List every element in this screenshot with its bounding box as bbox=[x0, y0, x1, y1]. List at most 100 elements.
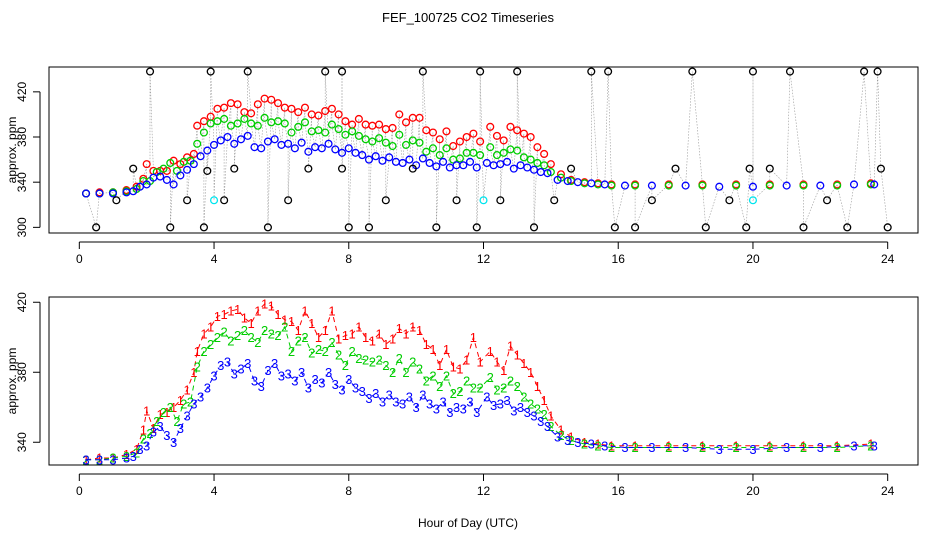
data-point bbox=[108, 189, 118, 198]
data-point bbox=[142, 180, 151, 189]
data-point bbox=[435, 135, 444, 144]
data-point-symbol: 2 bbox=[402, 365, 409, 380]
data-point-symbol: 1 bbox=[867, 437, 874, 452]
data-point bbox=[449, 141, 458, 151]
data-point bbox=[92, 223, 101, 232]
x-tick-label: 12 bbox=[477, 252, 491, 266]
data-point-symbol: 1 bbox=[355, 319, 362, 334]
data-point-symbol: 2 bbox=[527, 396, 534, 411]
data-point-symbol: 2 bbox=[520, 389, 527, 404]
data-point bbox=[499, 148, 508, 157]
y-axis-label: approx. ppm bbox=[5, 348, 19, 415]
data-point bbox=[193, 121, 202, 130]
x-tick-label: 16 bbox=[612, 252, 626, 266]
data-point-symbol: 3 bbox=[291, 374, 298, 389]
data-point bbox=[748, 196, 758, 205]
data-point bbox=[321, 67, 330, 76]
data-point bbox=[381, 196, 390, 205]
data-point-symbol: 2 bbox=[315, 342, 322, 357]
data-point-symbol: 3 bbox=[82, 452, 89, 467]
data-point-symbol: 3 bbox=[244, 356, 251, 371]
data-point-symbol: 3 bbox=[554, 430, 561, 445]
data-point-symbol: 1 bbox=[423, 337, 430, 352]
data-point-symbol: 1 bbox=[557, 423, 564, 438]
data-point-symbol: 3 bbox=[783, 440, 790, 455]
data-point bbox=[533, 143, 542, 152]
y-tick-label: 380 bbox=[15, 127, 29, 147]
data-point-symbol: 1 bbox=[288, 314, 295, 329]
data-point bbox=[748, 67, 758, 76]
x-tick-label: 8 bbox=[345, 484, 352, 498]
data-point bbox=[550, 196, 559, 205]
data-point bbox=[782, 181, 791, 190]
data-point-symbol: 3 bbox=[157, 419, 164, 434]
data-point-symbol: 2 bbox=[82, 452, 89, 467]
data-point-symbol: 2 bbox=[867, 438, 874, 453]
data-point bbox=[540, 149, 549, 159]
data-point bbox=[732, 181, 741, 190]
data-point-symbol: 3 bbox=[183, 409, 190, 424]
data-point-symbol: 3 bbox=[524, 405, 531, 420]
data-point bbox=[203, 146, 212, 155]
data-point-symbol: 2 bbox=[423, 374, 430, 389]
data-point-symbol: 2 bbox=[241, 323, 248, 338]
data-point-symbol: 1 bbox=[254, 304, 261, 319]
data-point-symbol: 1 bbox=[463, 353, 470, 368]
data-point bbox=[243, 131, 252, 140]
data-point bbox=[610, 223, 619, 232]
data-point bbox=[742, 223, 751, 232]
data-point-symbol: 1 bbox=[362, 330, 369, 345]
data-point bbox=[499, 136, 508, 145]
data-point-symbol: 2 bbox=[477, 381, 484, 396]
data-point-symbol: 3 bbox=[311, 372, 318, 387]
data-point bbox=[492, 131, 502, 140]
data-point-symbol: 2 bbox=[416, 361, 423, 376]
data-point bbox=[435, 151, 444, 160]
data-point bbox=[540, 161, 549, 170]
data-point bbox=[294, 108, 303, 117]
data-point-symbol: 2 bbox=[328, 335, 335, 350]
data-point bbox=[479, 196, 488, 205]
data-point-symbol: 3 bbox=[163, 428, 170, 443]
data-point bbox=[701, 223, 710, 232]
data-point-symbol: 2 bbox=[507, 374, 514, 389]
data-point-symbol: 2 bbox=[109, 451, 116, 466]
data-point-symbol: 2 bbox=[493, 382, 500, 397]
data-point-symbol: 2 bbox=[389, 365, 396, 380]
data-point bbox=[321, 128, 330, 137]
data-point-symbol: 2 bbox=[766, 440, 773, 455]
series-3 bbox=[82, 131, 879, 198]
data-point-symbol: 2 bbox=[409, 354, 416, 369]
data-point-symbol: 3 bbox=[217, 358, 224, 373]
data-point bbox=[82, 189, 91, 198]
data-point-symbol: 3 bbox=[325, 365, 332, 380]
data-point bbox=[546, 167, 555, 177]
data-point bbox=[553, 175, 562, 184]
data-point bbox=[287, 104, 296, 113]
data-point-symbol: 2 bbox=[261, 323, 268, 338]
data-point bbox=[503, 157, 512, 166]
data-point-symbol: 3 bbox=[332, 377, 339, 392]
data-point bbox=[765, 164, 774, 173]
data-point bbox=[422, 147, 431, 156]
data-point-symbol: 2 bbox=[187, 395, 194, 410]
data-point-symbol: 3 bbox=[433, 402, 440, 417]
data-point-symbol: 3 bbox=[258, 379, 265, 394]
data-point bbox=[226, 121, 235, 130]
data-point bbox=[476, 67, 485, 76]
data-point bbox=[513, 67, 522, 76]
x-tick-label: 16 bbox=[612, 484, 626, 498]
data-point-symbol: 1 bbox=[183, 382, 190, 397]
data-point-symbol: 3 bbox=[460, 402, 467, 417]
data-point bbox=[415, 138, 424, 147]
data-point bbox=[745, 164, 754, 173]
data-point bbox=[247, 109, 256, 118]
data-point-symbol: 3 bbox=[386, 388, 393, 403]
data-point bbox=[388, 141, 397, 151]
data-point bbox=[253, 100, 262, 109]
data-point-symbol: 2 bbox=[221, 325, 228, 340]
data-point bbox=[189, 160, 198, 169]
series-5 bbox=[209, 196, 758, 205]
data-point-symbol: 2 bbox=[355, 351, 362, 366]
